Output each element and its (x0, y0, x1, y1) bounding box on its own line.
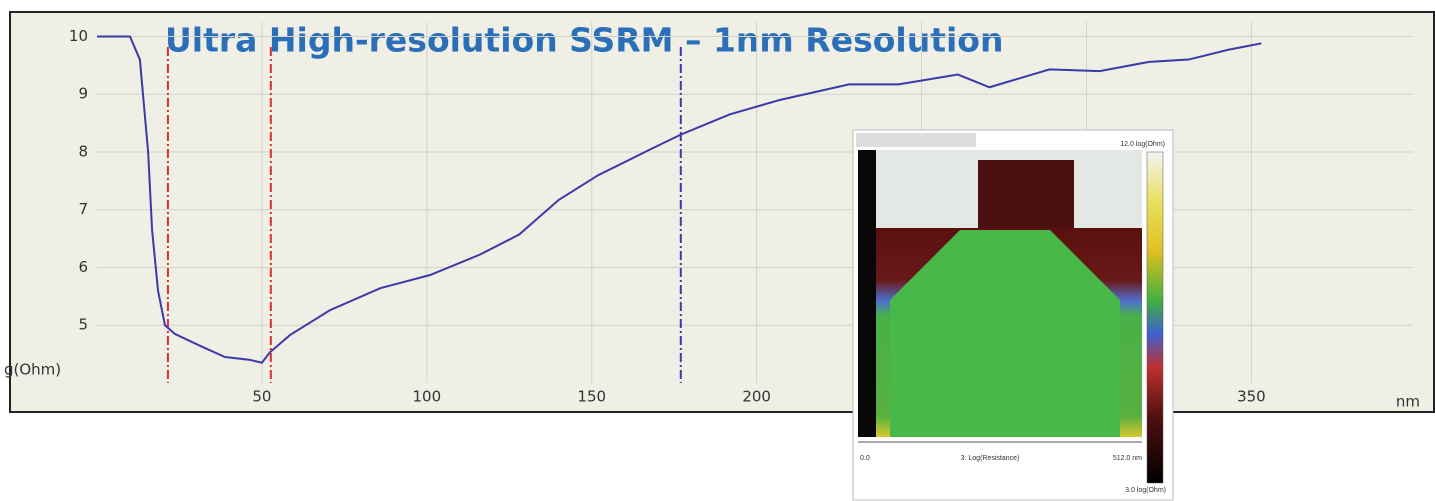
chart-title: Ultra High-resolution SSRM – 1nm Resolut… (165, 21, 1003, 60)
inset-colorbar (1147, 152, 1163, 483)
chart: Ultra High-resolution SSRM – 1nm Resolut… (0, 0, 1435, 501)
x-tick-label: 150 (577, 388, 606, 406)
inset-channel-label: 3: Log(Resistance) (961, 455, 1020, 462)
y-tick-label: 10 (69, 27, 88, 45)
y-tick-label: 6 (78, 258, 88, 276)
page: {"chart_data": {"type": "line", "title":… (0, 0, 1435, 501)
x-axis-label: nm (1396, 393, 1420, 411)
y-axis-label: g(Ohm) (4, 361, 61, 379)
x-tick-label: 350 (1237, 388, 1266, 406)
x-tick-label: 200 (742, 388, 771, 406)
y-tick-label: 8 (78, 142, 88, 160)
inset-toolbar (856, 133, 976, 147)
y-tick-label: 7 (78, 200, 88, 218)
inset-x-end: 512.0 nm (1113, 455, 1142, 462)
x-tick-label: 100 (413, 388, 442, 406)
inset-min-label: 3.0 log(Ohm) (1125, 487, 1166, 494)
y-tick-label: 5 (78, 316, 88, 334)
inset-max-label: 12.0 log(Ohm) (1120, 141, 1165, 148)
y-tick-label: 9 (78, 85, 88, 103)
x-tick-label: 50 (252, 388, 271, 406)
inset-image: 12.0 log(Ohm) 3.0 log(Ohm) 0.0 3: Log(Re… (853, 130, 1173, 500)
inset-x-start: 0.0 (860, 455, 870, 462)
inset-edge (858, 150, 876, 437)
inset-gate (978, 160, 1074, 228)
panel (10, 12, 1434, 412)
